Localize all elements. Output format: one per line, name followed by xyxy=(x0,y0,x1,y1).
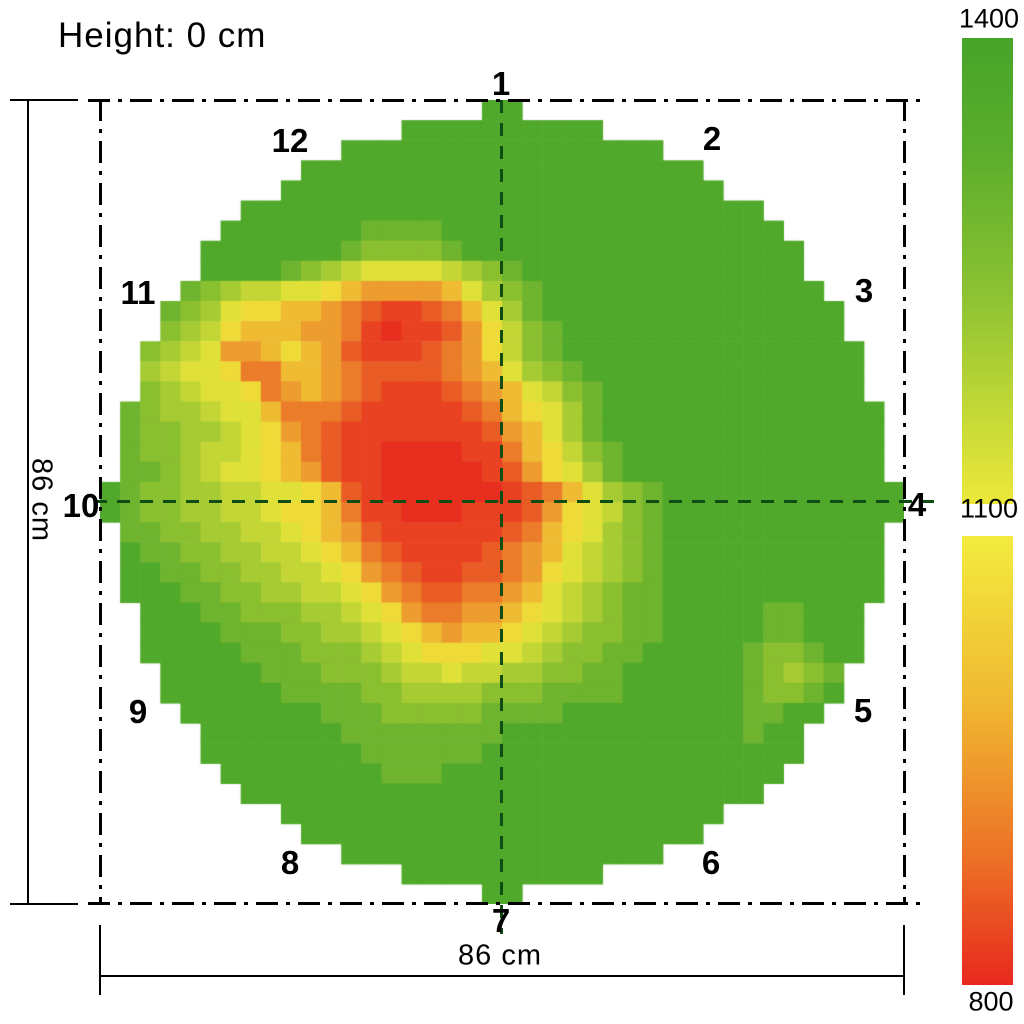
plot-title: Height: 0 cm xyxy=(58,16,267,55)
colorbar-tick-800: 800 xyxy=(968,986,1014,1017)
clock-label-3: 3 xyxy=(854,272,874,309)
clock-label-1: 1 xyxy=(491,65,511,102)
bottom-dimension-line xyxy=(100,975,905,977)
left-dimension-line xyxy=(27,100,29,905)
clock-label-7: 7 xyxy=(491,902,511,939)
colorbar-tick-1400: 1400 xyxy=(958,3,1020,34)
bottom-dimension-label: 86 cm xyxy=(458,939,542,972)
bottom-dimension-tick-left xyxy=(99,925,101,995)
clock-label-9: 9 xyxy=(128,693,148,730)
clock-label-8: 8 xyxy=(280,844,300,881)
plot-border-bottom xyxy=(88,902,920,905)
vertical-crosshair-line xyxy=(500,100,503,934)
colorbar-upper-gradient xyxy=(962,38,1013,504)
left-dimension-tick-top xyxy=(10,99,78,101)
colorbar-tick-1100: 1100 xyxy=(959,493,1019,524)
clock-label-6: 6 xyxy=(701,844,721,881)
colorbar-lower-gradient xyxy=(962,536,1013,985)
horizontal-crosshair-line xyxy=(94,500,934,503)
left-dimension-label: 86 cm xyxy=(25,458,58,542)
plot-border-top xyxy=(88,99,920,102)
clock-label-12: 12 xyxy=(271,122,309,159)
clock-label-11: 11 xyxy=(120,274,156,311)
clock-label-2: 2 xyxy=(702,120,722,157)
clock-label-5: 5 xyxy=(853,692,873,729)
clock-label-4: 4 xyxy=(907,486,927,523)
left-dimension-tick-bottom xyxy=(10,903,78,905)
bottom-dimension-tick-right xyxy=(903,925,905,995)
clock-label-10: 10 xyxy=(62,487,100,524)
